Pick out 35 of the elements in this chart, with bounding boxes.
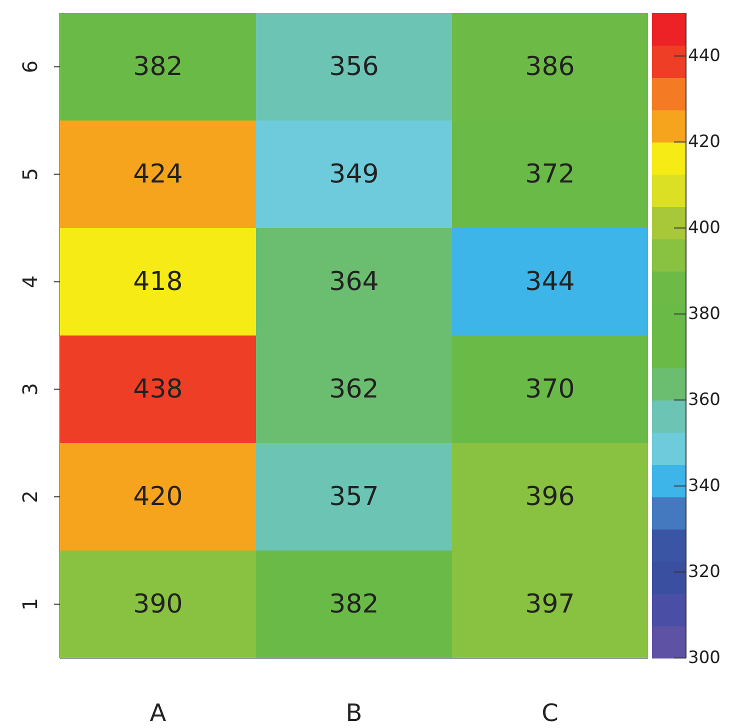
- y-tick-label: 3: [18, 382, 42, 396]
- data-label: 372: [525, 159, 575, 190]
- color-bar-label: 300: [688, 648, 720, 668]
- color-bar-label: 360: [688, 390, 720, 410]
- data-label: 386: [525, 52, 575, 82]
- data-label: 370: [525, 374, 575, 404]
- data-label: 396: [525, 482, 575, 512]
- y-tick-label: 5: [18, 168, 42, 181]
- data-label: 397: [525, 589, 575, 620]
- y-tick-label: 1: [18, 598, 42, 611]
- data-label: 424: [133, 159, 183, 190]
- data-label: 344: [525, 266, 575, 297]
- data-label: 418: [133, 266, 183, 297]
- data-label: 362: [329, 374, 379, 404]
- data-label: 438: [133, 374, 183, 404]
- color-bar-label: 400: [688, 218, 720, 238]
- x-tick-label: B: [346, 699, 362, 728]
- data-label: 390: [133, 589, 183, 620]
- x-tick-label: A: [150, 699, 167, 728]
- data-label: 356: [329, 52, 379, 82]
- y-tick-label: 6: [18, 60, 42, 74]
- color-bar-label: 320: [688, 562, 720, 582]
- data-label: 382: [133, 52, 183, 82]
- data-label: 357: [329, 482, 379, 512]
- color-bar-label: 380: [688, 304, 720, 324]
- color-bar-label: 420: [688, 132, 720, 152]
- color-bar-label: 340: [688, 476, 720, 496]
- color-bar-label: 440: [688, 46, 720, 66]
- data-label: 420: [133, 482, 183, 512]
- data-label: 382: [329, 589, 379, 620]
- data-label: 364: [329, 266, 379, 297]
- y-tick-label: 2: [18, 490, 42, 504]
- data-label: 349: [329, 159, 379, 190]
- x-tick-label: C: [542, 699, 558, 728]
- y-tick-label: 4: [18, 275, 42, 288]
